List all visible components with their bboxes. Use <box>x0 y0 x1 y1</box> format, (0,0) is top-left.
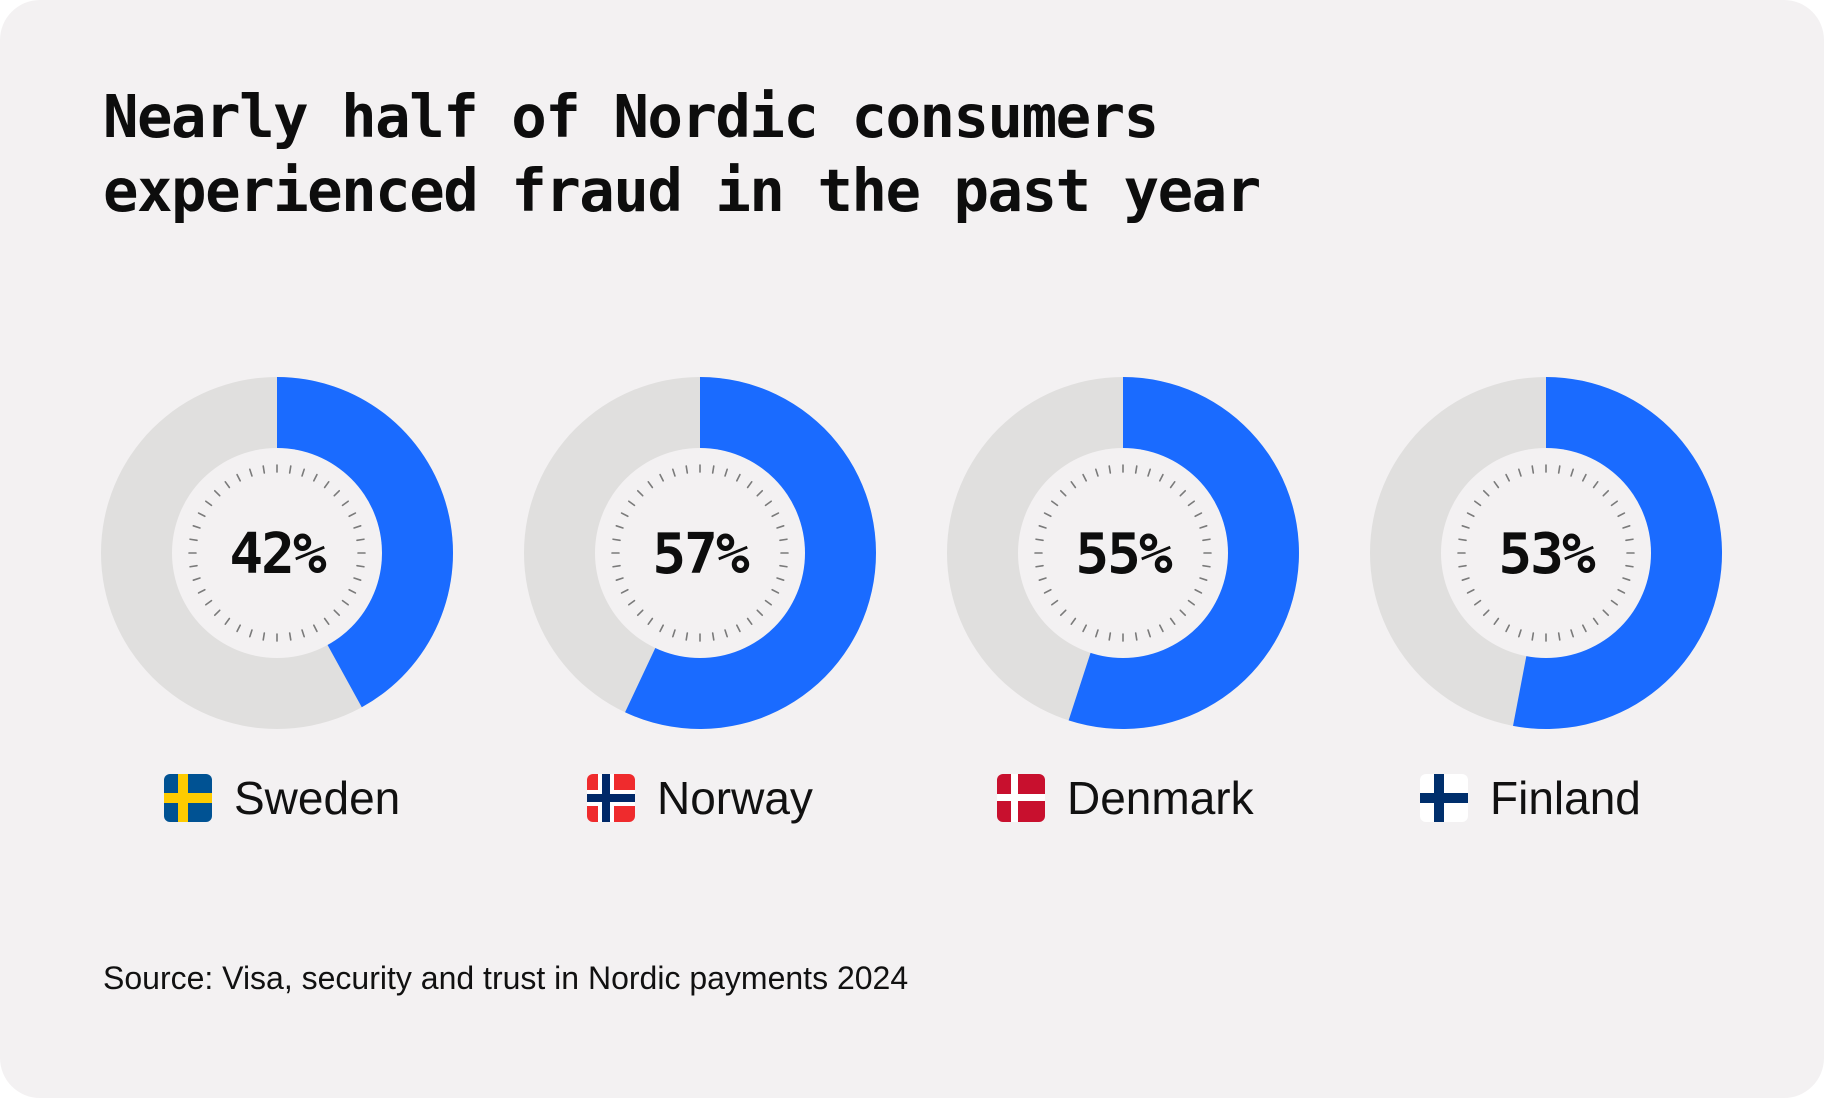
country-label: Denmark <box>1067 772 1255 824</box>
value-label: 57% <box>652 522 749 587</box>
norway-flag-icon <box>587 774 635 822</box>
finland-flag-icon <box>1420 774 1468 822</box>
donut-norway: 57% Norway <box>524 377 876 824</box>
value-label: 42% <box>229 522 326 587</box>
chart-title-line-2: experienced fraud in the past year <box>103 156 1261 225</box>
chart-title: Nearly half of Nordic consumers experien… <box>103 80 1603 228</box>
chart-title-line-1: Nearly half of Nordic consumers <box>103 82 1159 151</box>
value-label: 55% <box>1075 522 1172 587</box>
tick-dial <box>1457 464 1635 642</box>
tick-dial <box>611 464 789 642</box>
donut-hole <box>595 448 805 658</box>
tick-dial <box>1034 464 1212 642</box>
tick-dial <box>188 464 366 642</box>
value-label: 53% <box>1498 522 1595 587</box>
country-label: Sweden <box>234 772 400 824</box>
donut-finland: 53% Finland <box>1370 377 1723 824</box>
sweden-flag-icon <box>164 774 212 822</box>
donut-hole <box>1018 448 1228 658</box>
donut-denmark: 55% Denmark <box>947 377 1299 824</box>
donut-hole <box>1441 448 1651 658</box>
source-note: Source: Visa, security and trust in Nord… <box>103 960 909 996</box>
country-label: Finland <box>1490 772 1641 824</box>
denmark-flag-icon <box>997 774 1045 822</box>
donut-sweden: 42% Sweden <box>101 377 454 824</box>
country-label: Norway <box>657 772 813 824</box>
donut-hole <box>172 448 382 658</box>
